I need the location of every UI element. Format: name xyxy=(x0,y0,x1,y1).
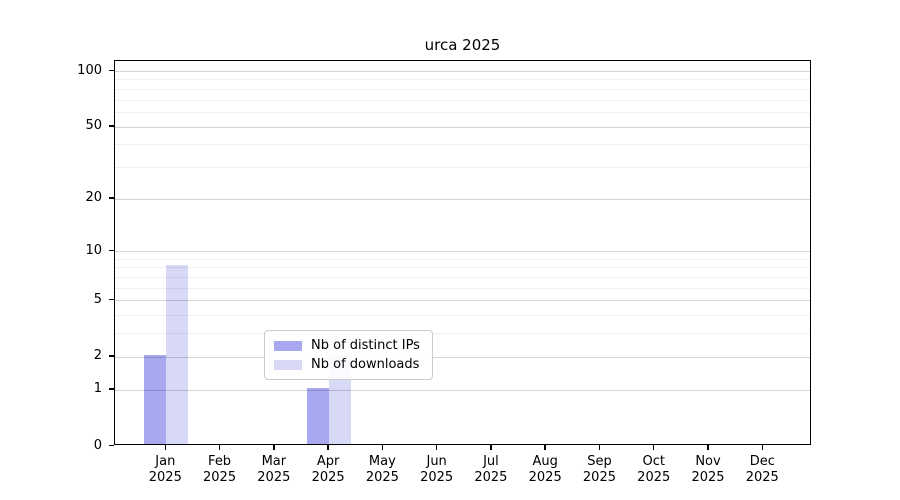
bar-distinct-ips xyxy=(144,354,167,444)
x-tick-month: Nov xyxy=(695,454,721,469)
x-tick-month: May xyxy=(368,454,396,469)
x-tick-year: 2025 xyxy=(420,470,454,485)
x-tick-label: Mar 2025 xyxy=(244,454,304,486)
x-tick-label: Jun 2025 xyxy=(407,454,467,486)
major-gridline xyxy=(115,300,810,302)
x-tick-year: 2025 xyxy=(691,470,725,485)
x-tick-mark xyxy=(381,445,384,450)
legend-item-distinct-ips: Nb of distinct IPs xyxy=(274,338,420,353)
major-gridline xyxy=(115,251,810,253)
x-tick-label: Dec 2025 xyxy=(732,454,792,486)
x-tick-year: 2025 xyxy=(474,470,508,485)
x-tick-label: Nov 2025 xyxy=(678,454,738,486)
legend-label: Nb of downloads xyxy=(311,357,420,372)
minor-gridline xyxy=(115,111,810,113)
bar-distinct-ips xyxy=(307,387,330,444)
x-tick-mark xyxy=(327,445,329,450)
y-tick-label: 20 xyxy=(85,190,102,206)
y-tick-label: 50 xyxy=(85,118,102,134)
x-tick-label: Apr 2025 xyxy=(298,454,358,486)
minor-gridline xyxy=(115,287,810,289)
x-tick-month: Dec xyxy=(749,454,775,469)
plot-area xyxy=(114,60,811,445)
x-tick-mark xyxy=(218,445,221,450)
major-gridline xyxy=(115,198,810,200)
x-tick-mark xyxy=(761,445,764,450)
y-tick-mark xyxy=(109,388,114,390)
x-tick-month: Oct xyxy=(642,454,665,469)
x-tick-label: Sep 2025 xyxy=(569,454,629,486)
bar-downloads xyxy=(166,265,189,444)
x-tick-year: 2025 xyxy=(745,470,779,485)
minor-gridline xyxy=(115,79,810,81)
y-tick-mark xyxy=(109,249,114,252)
y-tick-label: 0 xyxy=(93,437,102,453)
x-tick-year: 2025 xyxy=(528,470,562,485)
x-tick-month: Jan xyxy=(155,454,176,469)
x-tick-month: Apr xyxy=(316,454,340,469)
x-tick-month: Jun xyxy=(426,454,447,469)
minor-gridline xyxy=(115,88,810,90)
major-gridline xyxy=(115,71,810,72)
y-tick-mark xyxy=(109,69,114,71)
minor-gridline xyxy=(115,258,810,260)
x-tick-month: Aug xyxy=(532,454,558,469)
x-tick-year: 2025 xyxy=(203,470,237,485)
major-gridline xyxy=(115,356,810,358)
y-tick-label: 5 xyxy=(93,291,102,307)
x-tick-mark xyxy=(598,445,601,450)
legend: Nb of distinct IPs Nb of downloads xyxy=(264,330,433,380)
x-tick-year: 2025 xyxy=(257,470,291,485)
y-tick-label: 2 xyxy=(93,348,102,364)
x-tick-year: 2025 xyxy=(365,470,399,485)
x-tick-month: Sep xyxy=(587,454,612,469)
x-tick-label: May 2025 xyxy=(352,454,412,486)
x-tick-label: Aug 2025 xyxy=(515,454,575,486)
legend-item-downloads: Nb of downloads xyxy=(274,357,420,372)
x-tick-year: 2025 xyxy=(148,470,182,485)
minor-gridline xyxy=(115,144,810,146)
x-tick-year: 2025 xyxy=(582,470,616,485)
minor-gridline xyxy=(115,267,810,269)
y-tick-mark xyxy=(109,355,114,357)
chart-title: urca 2025 xyxy=(424,36,501,54)
minor-gridline xyxy=(115,277,810,279)
y-tick-label: 1 xyxy=(93,381,102,397)
x-tick-label: Feb 2025 xyxy=(190,454,250,486)
x-tick-mark xyxy=(273,445,275,450)
major-gridline xyxy=(115,126,810,128)
x-tick-mark xyxy=(707,445,709,450)
x-tick-label: Jan 2025 xyxy=(135,454,195,486)
x-tick-month: Jul xyxy=(483,454,499,469)
x-tick-label: Jul 2025 xyxy=(461,454,521,486)
x-tick-mark xyxy=(164,445,167,450)
y-tick-label: 100 xyxy=(77,62,102,78)
x-tick-month: Mar xyxy=(261,454,287,469)
y-tick-mark xyxy=(109,444,114,446)
y-tick-mark xyxy=(109,298,114,301)
minor-gridline xyxy=(115,333,810,335)
minor-gridline xyxy=(115,166,810,168)
minor-gridline xyxy=(115,315,810,317)
legend-swatch-distinct-ips xyxy=(274,340,302,351)
minor-gridline xyxy=(115,99,810,101)
y-tick-mark xyxy=(109,125,114,127)
x-tick-year: 2025 xyxy=(637,470,671,485)
legend-swatch-downloads xyxy=(274,359,302,370)
x-tick-mark xyxy=(435,445,438,450)
x-tick-mark xyxy=(490,445,492,450)
x-tick-month: Feb xyxy=(208,454,232,469)
legend-label: Nb of distinct IPs xyxy=(311,338,420,353)
x-tick-mark xyxy=(652,445,655,450)
x-tick-mark xyxy=(544,445,546,450)
y-tick-label: 10 xyxy=(85,242,102,258)
x-tick-label: Oct 2025 xyxy=(624,454,684,486)
y-tick-mark xyxy=(109,197,114,199)
major-gridline xyxy=(115,389,810,391)
x-tick-year: 2025 xyxy=(311,470,345,485)
